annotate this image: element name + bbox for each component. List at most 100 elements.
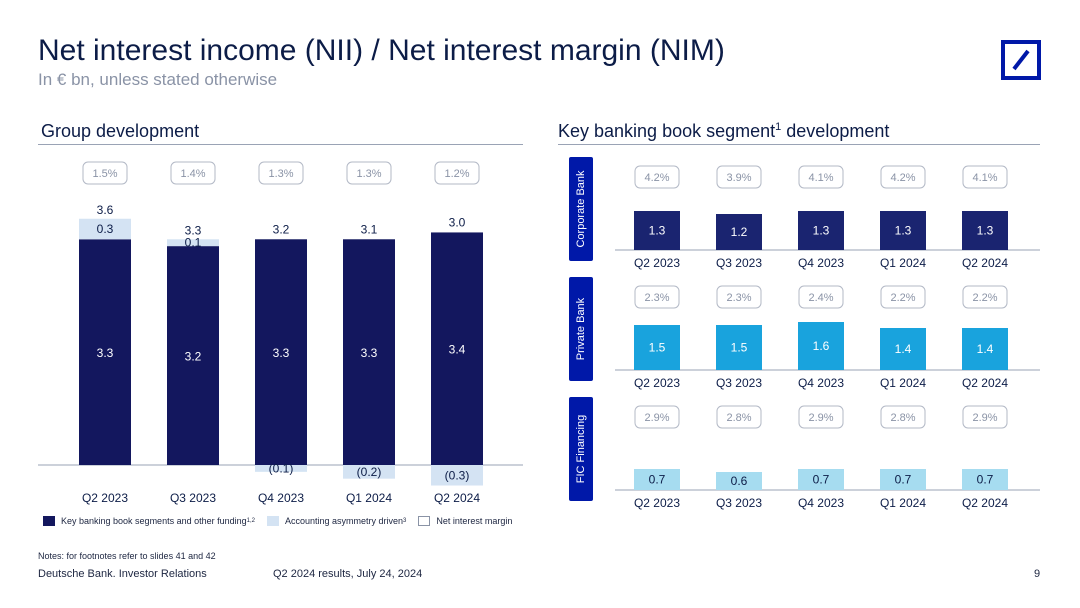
corporate-bank-x-tick-label: Q4 2023 xyxy=(798,256,844,270)
page-title: Net interest income (NII) / Net interest… xyxy=(38,34,725,67)
group-total-label: 3.2 xyxy=(273,222,290,236)
fic-financing-bar-value-label: 0.7 xyxy=(649,473,666,487)
legend-swatch-light-blue xyxy=(266,516,279,526)
group-bar-value-label: 3.3 xyxy=(273,346,290,360)
corporate-bank-bar xyxy=(798,211,844,250)
private-bank-x-tick-label: Q2 2024 xyxy=(962,376,1008,390)
footer-company: Deutsche Bank. Investor Relations xyxy=(38,568,207,580)
private-bank-margin-label-box xyxy=(880,285,926,309)
private-bank-bar xyxy=(962,328,1008,370)
group-margin-label: 1.4% xyxy=(180,168,205,180)
group-bar-value-label: 3.4 xyxy=(449,343,466,357)
group-bar-value-label: 3.3 xyxy=(97,346,114,360)
corporate-bank-margin-label: 4.1% xyxy=(972,172,997,184)
group-bar-key-banking xyxy=(167,246,219,465)
group-total-label: 3.1 xyxy=(361,222,378,236)
private-bank-x-tick-label: Q1 2024 xyxy=(880,376,926,390)
group-asymmetry-label: (0.1) xyxy=(269,461,294,475)
fic-financing-bar-value-label: 0.7 xyxy=(895,473,912,487)
corporate-bank-bar xyxy=(880,211,926,250)
group-margin-label-box xyxy=(346,161,392,185)
fic-financing-margin-label: 2.8% xyxy=(726,412,751,424)
legend-item-key-banking: Key banking book segments and other fund… xyxy=(43,516,255,526)
group-bar-key-banking xyxy=(79,239,131,465)
corporate-bank-bar xyxy=(962,211,1008,250)
private-bank-margin-label: 2.2% xyxy=(890,292,915,304)
private-bank-bar-value-label: 1.6 xyxy=(813,339,830,353)
fic-financing-bar-value-label: 0.6 xyxy=(731,474,748,488)
fic-financing-margin-label-box xyxy=(716,405,762,429)
fic-financing-bar xyxy=(634,469,680,490)
group-margin-label-box xyxy=(82,161,128,185)
fic-financing-x-tick-label: Q2 2023 xyxy=(634,496,680,510)
fic-financing-chart: 2.9% 0.7 Q2 2023 2.8% 0.6 Q3 2023 2.9% 0.7 Q4 20… xyxy=(615,405,1040,510)
private-bank-x-tick-label: Q4 2023 xyxy=(798,376,844,390)
fic-financing-margin-label: 2.9% xyxy=(644,412,669,424)
deutsche-bank-logo xyxy=(1001,40,1041,80)
corporate-bank-chart: 4.2% 1.3 Q2 2023 3.9% 1.2 Q3 2023 4.1% 1.3 Q4 20… xyxy=(615,165,1040,270)
private-bank-bar xyxy=(798,322,844,370)
fic-financing-margin-label: 2.8% xyxy=(890,412,915,424)
group-margin-label-box xyxy=(170,161,216,185)
fic-financing-x-tick-label: Q1 2024 xyxy=(880,496,926,510)
footer-date: Q2 2024 results, July 24, 2024 xyxy=(273,568,423,580)
fic-financing-margin-label-box xyxy=(880,405,926,429)
group-total-label: 3.3 xyxy=(185,223,202,237)
footnote-text: Notes: for footnotes refer to slides 41 … xyxy=(38,551,216,561)
private-bank-bar-value-label: 1.4 xyxy=(977,342,994,356)
fic-financing-margin-label-box xyxy=(962,405,1008,429)
corporate-bank-margin-label-box xyxy=(716,165,762,189)
group-bar-accounting-asymmetry xyxy=(343,465,395,479)
segment-tab-fic-financing: FIC Financing xyxy=(569,397,593,501)
group-margin-label: 1.3% xyxy=(356,168,381,180)
corporate-bank-bar-value-label: 1.3 xyxy=(813,224,830,238)
chart-legend: Key banking book segments and other fund… xyxy=(43,516,524,526)
private-bank-margin-label: 2.3% xyxy=(726,292,751,304)
group-x-tick-label: Q3 2023 xyxy=(170,491,216,505)
group-margin-label-box xyxy=(434,161,480,185)
fic-financing-margin-label: 2.9% xyxy=(972,412,997,424)
segment-development-heading: Key banking book segment1 development xyxy=(558,121,890,141)
group-bar-accounting-asymmetry xyxy=(255,465,307,472)
page-subtitle: In € bn, unless stated otherwise xyxy=(38,70,278,89)
group-asymmetry-label: 0.3 xyxy=(97,222,114,236)
corporate-bank-bar-value-label: 1.2 xyxy=(731,225,748,239)
group-total-label: 3.6 xyxy=(97,203,114,217)
corporate-bank-bar xyxy=(634,211,680,250)
private-bank-bar xyxy=(634,325,680,370)
right-heading-rule xyxy=(558,144,1040,145)
group-bar-key-banking xyxy=(255,239,307,465)
private-bank-bar-value-label: 1.4 xyxy=(895,342,912,356)
group-margin-label-box xyxy=(258,161,304,185)
group-asymmetry-label: 0.1 xyxy=(185,236,202,250)
private-bank-margin-label: 2.3% xyxy=(644,292,669,304)
private-bank-margin-label-box xyxy=(798,285,844,309)
left-heading-rule xyxy=(38,144,523,145)
fic-financing-bar-value-label: 0.7 xyxy=(813,473,830,487)
private-bank-margin-label-box xyxy=(962,285,1008,309)
corporate-bank-x-tick-label: Q3 2023 xyxy=(716,256,762,270)
corporate-bank-margin-label: 4.1% xyxy=(808,172,833,184)
private-bank-bar-value-label: 1.5 xyxy=(731,341,748,355)
fic-financing-margin-label: 2.9% xyxy=(808,412,833,424)
group-asymmetry-label: (0.2) xyxy=(357,465,382,479)
fic-financing-bar xyxy=(962,469,1008,490)
group-margin-label: 1.5% xyxy=(92,168,117,180)
group-x-tick-label: Q2 2024 xyxy=(434,491,480,505)
group-total-label: 3.0 xyxy=(449,215,466,229)
fic-financing-bar xyxy=(798,469,844,490)
private-bank-chart: 2.3% 1.5 Q2 2023 2.3% 1.5 Q3 2023 2.4% 1.6 Q4 20… xyxy=(615,285,1040,390)
private-bank-bar-value-label: 1.5 xyxy=(649,341,666,355)
fic-financing-x-tick-label: Q4 2023 xyxy=(798,496,844,510)
private-bank-x-tick-label: Q3 2023 xyxy=(716,376,762,390)
corporate-bank-margin-label: 3.9% xyxy=(726,172,751,184)
fic-financing-margin-label-box xyxy=(634,405,680,429)
group-bar-value-label: 3.3 xyxy=(361,346,378,360)
corporate-bank-margin-label-box xyxy=(798,165,844,189)
private-bank-x-tick-label: Q2 2023 xyxy=(634,376,680,390)
legend-swatch-outline xyxy=(418,516,431,526)
private-bank-margin-label-box xyxy=(634,285,680,309)
group-bar-accounting-asymmetry xyxy=(79,218,131,240)
corporate-bank-bar-value-label: 1.3 xyxy=(649,224,666,238)
